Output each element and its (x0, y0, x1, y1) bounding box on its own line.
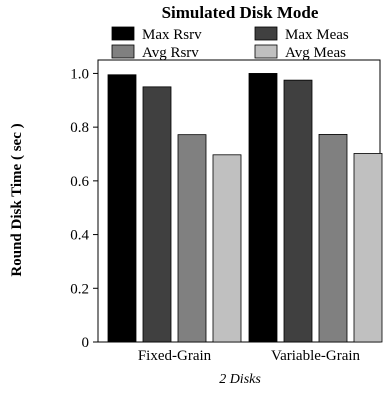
legend-swatch (111, 26, 135, 41)
legend-entry: Max Rsrv (142, 27, 202, 43)
x-tick-label: Fixed-Grain (138, 348, 212, 364)
bar (107, 74, 137, 343)
y-tick-label: 0.6 (70, 174, 89, 190)
legend-swatch (111, 44, 135, 59)
x-tick-label: Variable-Grain (271, 348, 361, 364)
legend-entry: Avg Meas (285, 45, 346, 61)
legend: Max Rsrv Max Meas Avg Rsrv Avg Meas (111, 26, 349, 61)
y-axis-label: Round Disk Time ( sec ) (9, 123, 25, 276)
bar (142, 86, 172, 343)
y-tick-label: 0.8 (70, 120, 89, 136)
legend-entry: Max Meas (285, 27, 349, 43)
bar (283, 79, 313, 343)
bar (318, 133, 348, 343)
legend-swatch (254, 26, 278, 41)
bar (248, 73, 278, 343)
chart-title: Simulated Disk Mode (162, 3, 319, 22)
y-tick-label: 1.0 (70, 66, 89, 82)
bar (212, 154, 242, 343)
y-tick-label: 0.4 (70, 228, 89, 244)
y-tick-label: 0.2 (70, 281, 89, 297)
bar (177, 134, 207, 343)
y-tick-label: 0 (82, 335, 90, 351)
plot-area: 0 0.2 0.4 0.6 0.8 1.0 Fixed-Grain Variable-Grai… (70, 59, 383, 364)
legend-entry: Avg Rsrv (142, 45, 199, 61)
legend-swatch (254, 44, 278, 59)
bar (353, 153, 383, 343)
x-axis-label: 2 Disks (219, 372, 261, 387)
